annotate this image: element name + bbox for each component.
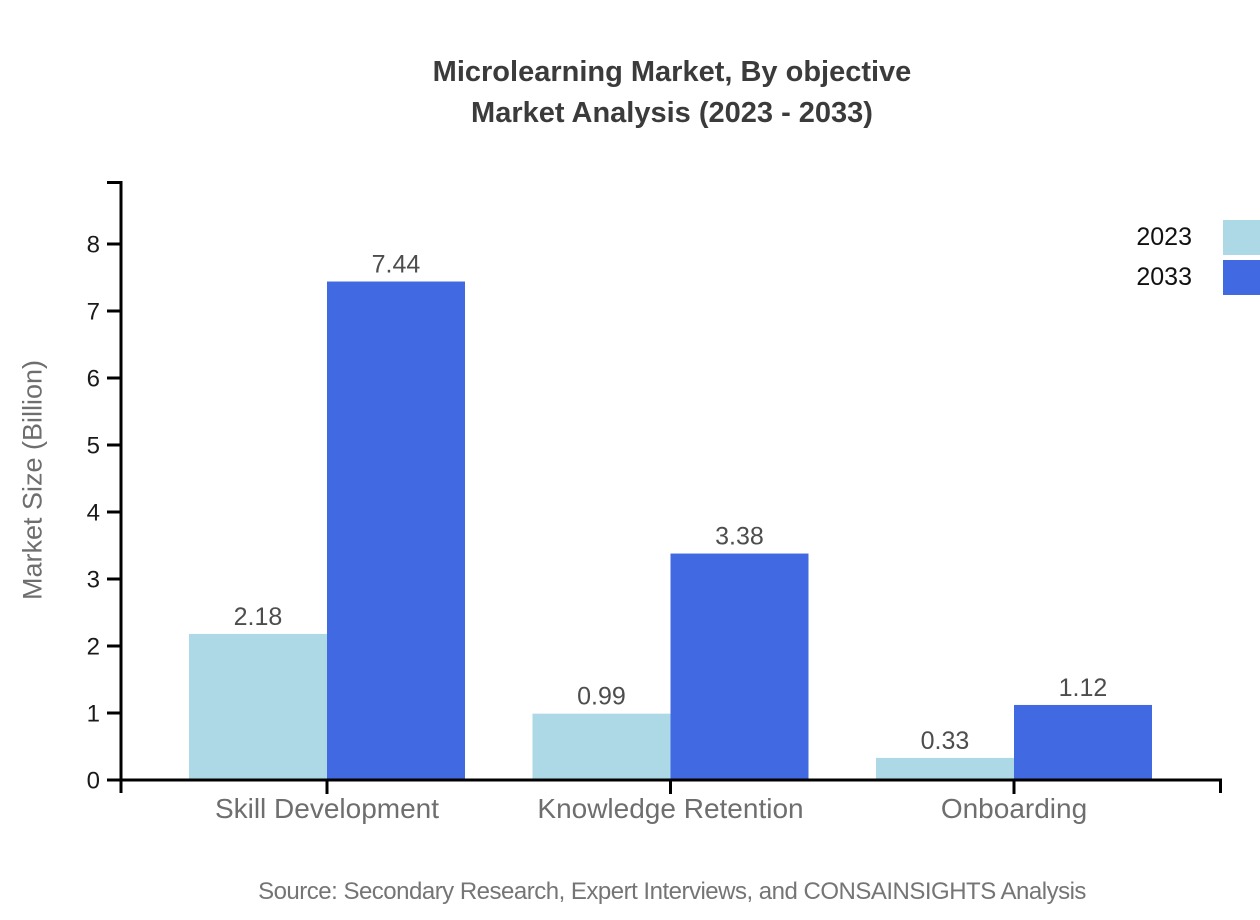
value-label-2033-skill-development: 7.44 (372, 251, 421, 279)
chart-title-line2: Market Analysis (2023 - 2033) (471, 97, 873, 129)
legend-item-2023: 2023 (1136, 220, 1260, 255)
bar-2023-skill-development (189, 633, 327, 780)
legend-label-2023: 2023 (1136, 223, 1192, 251)
y-tick-label-7: 7 (87, 298, 100, 325)
source-text: Source: Secondary Research, Expert Inter… (258, 878, 1086, 905)
y-tick-label-6: 6 (87, 365, 100, 392)
y-tick-label-4: 4 (87, 499, 100, 526)
y-tick-label-2: 2 (87, 633, 100, 660)
y-tick-label-1: 1 (87, 700, 100, 727)
value-label-2023-onboarding: 0.33 (921, 727, 970, 755)
y-tick-label-8: 8 (87, 231, 100, 258)
y-tick-label-0: 0 (87, 767, 100, 794)
value-label-2023-skill-development: 2.18 (234, 603, 283, 631)
value-label-2033-knowledge-retention: 3.38 (715, 523, 764, 551)
legend: 2023 2033 (1136, 220, 1260, 295)
category-label-knowledge-retention: Knowledge Retention (537, 793, 803, 824)
chart-title: Microlearning Market, By objective Marke… (122, 52, 1222, 134)
category-label-skill-development: Skill Development (215, 793, 439, 824)
value-label-2033-onboarding: 1.12 (1059, 674, 1108, 702)
legend-swatch-2033 (1223, 260, 1260, 295)
bar-2033-skill-development (327, 281, 465, 780)
y-tick-label-3: 3 (87, 566, 100, 593)
category-label-onboarding: Onboarding (941, 793, 1087, 824)
y-tick-label-5: 5 (87, 432, 100, 459)
legend-item-2033: 2033 (1136, 260, 1260, 295)
bar-2023-onboarding (876, 757, 1014, 780)
bar-2033-knowledge-retention (670, 553, 809, 780)
legend-label-2033: 2033 (1136, 263, 1192, 291)
chart-title-line1: Microlearning Market, By objective (432, 56, 912, 88)
bar-2033-onboarding (1014, 704, 1152, 780)
value-label-2023-knowledge-retention: 0.99 (577, 683, 626, 711)
bar-2023-knowledge-retention (532, 713, 671, 780)
legend-swatch-2023 (1223, 220, 1260, 255)
